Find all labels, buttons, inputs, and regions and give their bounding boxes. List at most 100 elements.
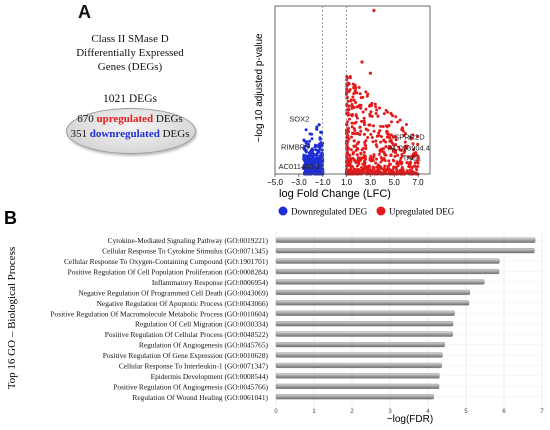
upregulated-point (389, 138, 393, 142)
upregulated-point (346, 161, 350, 165)
upregulated-point (345, 131, 349, 135)
volcano-axes: −5.0 −3.0 −1.0 1.0 3.0 5.0 7.0 (267, 5, 431, 187)
downregulated-point (304, 128, 308, 132)
upregulated-point (391, 134, 395, 138)
volcano-plot: −5.0 −3.0 −1.0 1.0 3.0 5.0 7.0 SOX2 RIMBP3 AC011… (254, 5, 455, 217)
upregulated-point (405, 169, 409, 173)
upregulated-point (416, 142, 420, 146)
volcano-x-tick-label: −1.0 (315, 178, 331, 187)
upregulated-point (353, 132, 357, 136)
downregulated-point (310, 169, 314, 173)
upregulated-point (362, 119, 366, 123)
upregulated-point (388, 136, 392, 140)
upregulated-point (382, 166, 386, 170)
go-bar (275, 383, 440, 389)
upregulated-point (359, 103, 363, 107)
upregulated-point (387, 159, 391, 163)
upregulated-point (389, 111, 393, 115)
upregulated-point (411, 142, 415, 146)
bar-x-tick-label: 6 (502, 409, 506, 415)
upregulated-point (378, 129, 382, 133)
upregulated-point (382, 112, 386, 116)
total-degs-label: 1021 DEGs (103, 93, 157, 105)
go-bar (275, 321, 454, 327)
go-term-label: Negative Regulation Of Apoptotic Process… (97, 299, 269, 308)
highlight-point (360, 60, 364, 64)
upregulated-point (406, 155, 410, 159)
summary-title-line: Class II SMase D (91, 33, 169, 45)
upregulated-point (361, 156, 365, 160)
upregulated-point (405, 161, 409, 165)
upregulated-point (358, 92, 362, 96)
go-term-label: Positive Regulation Of Macromolecule Met… (50, 309, 268, 318)
upregulated-point (391, 114, 395, 118)
upregulated-point (384, 145, 388, 149)
upregulated-point (377, 165, 381, 169)
volcano-y-axis-label: −log 10 adjusted p-value (254, 33, 265, 143)
volcano-x-tick-label: −3.0 (291, 178, 307, 187)
upregulated-point (345, 75, 349, 79)
upregulated-point (364, 146, 368, 150)
downregulated-point (310, 132, 314, 136)
downregulated-point (304, 149, 308, 153)
gene-annotation: TAC1 (403, 154, 422, 163)
downregulated-point (311, 151, 315, 155)
upregulated-point (354, 86, 358, 90)
downregulated-line: 351 downregulated DEGs (66, 128, 194, 140)
upregulated-point (396, 153, 400, 157)
upregulated-point (349, 98, 353, 102)
panel-a-label: A (78, 2, 91, 22)
upregulated-point (359, 151, 363, 155)
highlight-point (310, 158, 314, 163)
volcano-points (302, 8, 420, 176)
upregulated-point (392, 147, 396, 151)
downregulated-point (313, 169, 317, 173)
downregulated-point (316, 144, 320, 148)
up-suffix: DEGs (155, 113, 183, 125)
upregulated-point (365, 170, 369, 174)
go-bar (275, 310, 455, 316)
upregulated-point (403, 131, 407, 135)
bar-x-tick-label: 3 (388, 409, 392, 415)
gene-annotation: SOX2 (289, 114, 309, 123)
upregulated-point (348, 88, 352, 92)
upregulated-point (363, 143, 367, 147)
upregulated-point (349, 159, 353, 163)
upregulated-point (353, 88, 357, 92)
upregulated-point (393, 154, 397, 158)
bar-x-tick-label: 5 (464, 409, 468, 415)
upregulated-point (377, 106, 381, 110)
upregulated-point (362, 116, 366, 120)
upregulated-point (386, 167, 390, 171)
upregulated-point (364, 107, 368, 111)
go-term-label: Cellular Response To Cytokine Stimulus (… (102, 247, 268, 256)
bar-category-labels: Cytokine-Mediated Signaling Pathway (GO:… (50, 236, 268, 402)
legend-marker-up (376, 206, 386, 216)
upregulated-point (377, 133, 381, 137)
downregulated-point (316, 165, 319, 169)
go-bar (275, 300, 470, 306)
upregulated-point (392, 165, 396, 169)
down-count: 351 (70, 128, 88, 140)
downregulated-point (316, 156, 320, 160)
upregulated-point (389, 153, 393, 157)
upregulated-point (347, 81, 350, 85)
upregulated-point (376, 163, 380, 167)
upregulated-point (389, 133, 393, 137)
upregulated-point (414, 165, 418, 169)
highlight-point (416, 156, 420, 160)
volcano-annotations: SOX2 RIMBP3 AC011466.3 SPRR2D AC093904.4 TAC1 (279, 114, 430, 171)
upregulated-point (351, 131, 355, 135)
downregulated-point (314, 156, 318, 160)
highlight-point (410, 165, 414, 169)
downregulated-point (321, 167, 325, 171)
downregulated-point (304, 144, 308, 148)
upregulated-point (366, 136, 370, 140)
upregulated-point (375, 157, 379, 161)
upregulated-point (357, 159, 361, 163)
up-word: upregulated (96, 113, 154, 125)
upregulated-point (408, 168, 412, 172)
upregulated-point (361, 110, 365, 114)
upregulated-point (400, 165, 404, 169)
